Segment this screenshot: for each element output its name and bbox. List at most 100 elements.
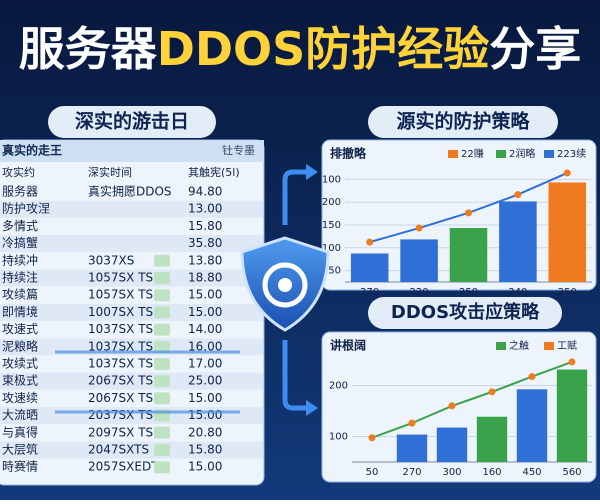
legend-swatch xyxy=(496,150,506,158)
y-tick-label: 100 xyxy=(329,432,348,443)
tag xyxy=(154,461,170,474)
trend-point xyxy=(514,191,522,199)
cell: 15.00 xyxy=(188,460,222,474)
cell: 15.00 xyxy=(188,391,222,405)
x-tick-label: 300 xyxy=(442,467,461,478)
chart-title: 讲根阔 xyxy=(330,338,366,353)
cell: 真实拥愿DDOS xyxy=(88,184,172,199)
cell: 束极式 xyxy=(2,374,38,388)
pill-text: 深实的游击日 xyxy=(75,110,189,133)
cell: 2097SX TS xyxy=(88,425,153,439)
pill-text: DDOS攻击应策略 xyxy=(391,301,540,323)
tag xyxy=(154,444,170,456)
row-band xyxy=(0,303,263,321)
cell: 25.00 xyxy=(188,374,222,388)
connector-arrows xyxy=(282,169,310,411)
x-tick-label: 250 xyxy=(459,287,478,298)
bar xyxy=(516,389,548,462)
title-part: DDOS防护经验 xyxy=(157,22,490,76)
trend-line xyxy=(371,360,573,439)
row-band xyxy=(0,372,263,390)
bar xyxy=(350,253,389,282)
x-tick-label: 50 xyxy=(366,467,379,478)
tag xyxy=(154,375,170,388)
flow-lines xyxy=(55,350,240,414)
cell: 13.80 xyxy=(188,253,222,267)
cell: 15.00 xyxy=(188,408,222,422)
y-tick-label: 200 xyxy=(329,381,348,392)
cell: 泥粮略 xyxy=(2,338,38,353)
trend-point xyxy=(528,373,536,381)
title-part: 服务器 xyxy=(19,22,158,76)
row-band xyxy=(0,200,263,218)
caption: 真实的走王 xyxy=(2,143,62,158)
x-tick-label: 220 xyxy=(410,287,429,298)
cell: 35.80 xyxy=(188,236,222,250)
trend-point xyxy=(415,224,423,232)
trend-point xyxy=(366,238,374,246)
cell: 防护攻涅 xyxy=(2,201,50,216)
row-band xyxy=(0,441,263,459)
cell: 攻续篇 xyxy=(2,287,38,302)
pill xyxy=(368,297,562,329)
cell: 大流晒 xyxy=(2,408,38,422)
cell: 攻速式 xyxy=(2,322,38,336)
cell: 13.00 xyxy=(188,202,222,216)
legend-label: 之触 xyxy=(509,339,529,352)
legend-swatch xyxy=(448,150,458,158)
x-tick-label: 450 xyxy=(522,467,541,478)
legend-label: 工赋 xyxy=(557,340,577,352)
cell: 2057SXEDTS xyxy=(88,460,166,474)
x-tick-label: 250 xyxy=(558,287,577,298)
cell: 2067SX TS xyxy=(88,391,153,405)
bar xyxy=(436,427,468,462)
bar xyxy=(400,239,438,282)
legend-swatch xyxy=(544,150,554,158)
trend-point xyxy=(568,358,576,366)
chart-title: 排撤略 xyxy=(330,146,367,161)
trend-point xyxy=(408,419,416,427)
tag xyxy=(154,392,170,405)
cell: 1057SX TS xyxy=(88,288,153,302)
x-tick-label: 270 xyxy=(360,287,379,298)
cell: 16.00 xyxy=(188,339,222,353)
cell: 15.80 xyxy=(188,443,222,457)
cell: 15.00 xyxy=(188,288,222,302)
cell: 即情境 xyxy=(2,304,38,319)
caption: 钍专墨 xyxy=(222,143,255,157)
bar xyxy=(499,201,537,282)
cell: 大层筑 xyxy=(2,442,38,457)
pill xyxy=(48,106,216,138)
cell: 2067SX TS xyxy=(88,374,153,388)
y-tick-label: 200 xyxy=(322,197,341,208)
x-tick-label: 240 xyxy=(508,287,527,298)
tag xyxy=(154,306,170,319)
trend-point xyxy=(368,434,376,442)
tag xyxy=(154,272,170,284)
cell: 20.80 xyxy=(188,425,222,439)
column-header: 攻实约 xyxy=(2,165,35,179)
cell: 持续冲 xyxy=(2,252,38,267)
cell: 15.80 xyxy=(188,219,222,233)
tag xyxy=(154,254,170,267)
bar xyxy=(396,434,428,462)
shield-symbol xyxy=(262,262,308,308)
cell: 2037SX TS xyxy=(88,408,153,422)
cell: 与真得 xyxy=(2,424,38,439)
bar xyxy=(548,182,587,282)
cell: 持续注 xyxy=(2,270,38,285)
y-tick-label: 100 xyxy=(322,174,341,185)
legend-label: 2润略 xyxy=(509,147,535,160)
bar xyxy=(449,228,488,282)
cell: 攻续式 xyxy=(2,357,38,371)
cell: 攻速续 xyxy=(2,391,38,405)
pill-text: 源实的防护策略 xyxy=(396,110,530,133)
cell: 17.00 xyxy=(188,357,222,371)
cell: 3037XS xyxy=(88,253,134,267)
legend-label: 223续 xyxy=(557,147,586,160)
cell: 1037SX TS xyxy=(88,339,153,353)
legend-swatch xyxy=(496,342,506,350)
cell: 15.00 xyxy=(188,305,222,319)
row-band xyxy=(0,269,263,287)
